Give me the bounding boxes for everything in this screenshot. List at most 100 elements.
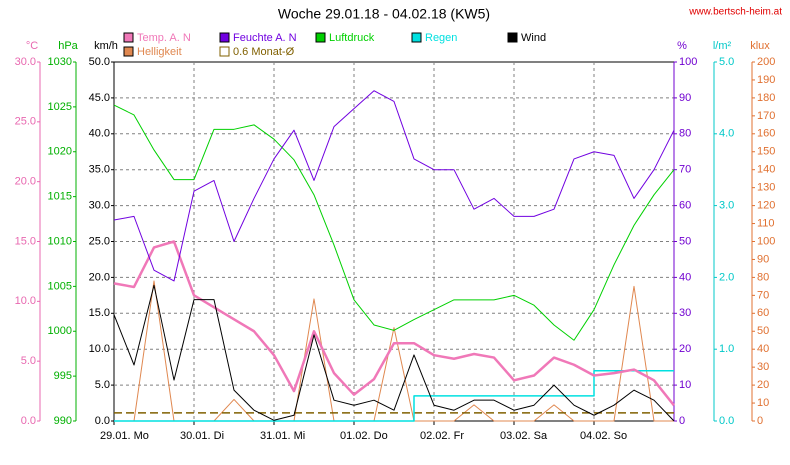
- tick-label: 40.0: [89, 128, 110, 140]
- tick-label: 80: [757, 271, 769, 283]
- tick-label: 1025: [48, 101, 72, 113]
- legend-label: Temp. A. N: [137, 32, 191, 44]
- legend-label: 0.6 Monat-Ø: [233, 46, 295, 58]
- tick-label: 5.0: [719, 56, 734, 68]
- axis-unit: klux: [750, 40, 770, 52]
- tick-label: 40: [757, 343, 769, 355]
- tick-label: 20.0: [15, 176, 36, 188]
- tick-label: 40: [679, 271, 691, 283]
- tick-label: 0.0: [21, 415, 36, 427]
- tick-label: 25.0: [89, 235, 110, 247]
- tick-label: 10: [679, 379, 691, 391]
- series-line: [113, 104, 675, 341]
- tick-label: 0: [757, 415, 763, 427]
- series-line: [113, 284, 675, 422]
- x-tick-label: 03.02. Sa: [500, 430, 548, 442]
- tick-label: 150: [757, 146, 775, 158]
- tick-label: 0.0: [719, 415, 734, 427]
- tick-label: 160: [757, 128, 775, 140]
- legend-swatch: [507, 32, 518, 43]
- series-line: [113, 90, 675, 282]
- tick-label: 10: [757, 397, 769, 409]
- tick-label: 60: [679, 200, 691, 212]
- tick-label: 995: [54, 370, 72, 382]
- tick-label: 30.0: [15, 56, 36, 68]
- x-tick-label: 31.01. Mi: [260, 430, 305, 442]
- tick-label: 70: [757, 289, 769, 301]
- tick-label: 35.0: [89, 164, 110, 176]
- tick-label: 30: [679, 307, 691, 319]
- tick-label: 20.0: [89, 271, 110, 283]
- tick-label: 990: [54, 415, 72, 427]
- axis-unit: hPa: [58, 40, 78, 52]
- tick-label: 4.0: [719, 128, 734, 140]
- tick-label: 190: [757, 74, 775, 86]
- legend-label: Wind: [521, 32, 546, 44]
- tick-label: 60: [757, 307, 769, 319]
- tick-label: 20: [679, 343, 691, 355]
- x-tick-label: 02.02. Fr: [420, 430, 464, 442]
- tick-label: 1030: [48, 56, 72, 68]
- tick-label: 2.0: [719, 271, 734, 283]
- legend-label: Regen: [425, 32, 457, 44]
- tick-label: 1005: [48, 280, 72, 292]
- tick-label: 140: [757, 164, 775, 176]
- tick-label: 25.0: [15, 116, 36, 128]
- tick-label: 5.0: [95, 379, 110, 391]
- tick-label: 1015: [48, 191, 72, 203]
- x-tick-label: 04.02. So: [580, 430, 627, 442]
- legend-label: Feuchte A. N: [233, 32, 297, 44]
- tick-label: 130: [757, 182, 775, 194]
- axis-unit: °C: [26, 40, 38, 52]
- chart-title: Woche 29.01.18 - 04.02.18 (KW5): [278, 6, 490, 22]
- legend-label: Helligkeit: [137, 46, 182, 58]
- series-line: [114, 369, 674, 422]
- tick-label: 5.0: [21, 355, 36, 367]
- x-tick-label: 29.01. Mo: [100, 430, 149, 442]
- axis-unit: l/m²: [713, 40, 732, 52]
- tick-label: 90: [757, 253, 769, 265]
- tick-label: 15.0: [89, 307, 110, 319]
- tick-label: 200: [757, 56, 775, 68]
- legend-swatch: [219, 32, 230, 43]
- legend-swatch: [219, 46, 230, 57]
- tick-label: 170: [757, 110, 775, 122]
- axis-unit: km/h: [94, 40, 118, 52]
- tick-label: 0: [679, 415, 685, 427]
- tick-label: 10.0: [15, 295, 36, 307]
- tick-label: 180: [757, 92, 775, 104]
- tick-label: 30: [757, 361, 769, 373]
- tick-label: 70: [679, 164, 691, 176]
- tick-label: 0.0: [95, 415, 110, 427]
- tick-label: 100: [679, 56, 697, 68]
- tick-label: 3.0: [719, 200, 734, 212]
- tick-label: 80: [679, 128, 691, 140]
- tick-label: 100: [757, 235, 775, 247]
- tick-label: 90: [679, 92, 691, 104]
- tick-label: 1010: [48, 235, 72, 247]
- legend-swatch: [123, 32, 134, 43]
- tick-label: 20: [757, 379, 769, 391]
- tick-label: 15.0: [15, 235, 36, 247]
- tick-label: 1020: [48, 146, 72, 158]
- tick-label: 50: [757, 325, 769, 337]
- axis-unit: %: [677, 40, 687, 52]
- tick-label: 10.0: [89, 343, 110, 355]
- legend-label: Luftdruck: [329, 32, 375, 44]
- tick-label: 45.0: [89, 92, 110, 104]
- x-tick-label: 30.01. Di: [180, 430, 224, 442]
- tick-label: 30.0: [89, 200, 110, 212]
- tick-label: 1.0: [719, 343, 734, 355]
- tick-label: 120: [757, 200, 775, 212]
- series-line: [113, 240, 675, 407]
- legend-swatch: [123, 46, 134, 57]
- legend-swatch: [411, 32, 422, 43]
- x-tick-label: 01.02. Do: [340, 430, 388, 442]
- tick-label: 1000: [48, 325, 72, 337]
- tick-label: 50: [679, 235, 691, 247]
- source-label: www.bertsch-heim.at: [688, 7, 782, 18]
- legend-swatch: [315, 32, 326, 43]
- tick-label: 50.0: [89, 56, 110, 68]
